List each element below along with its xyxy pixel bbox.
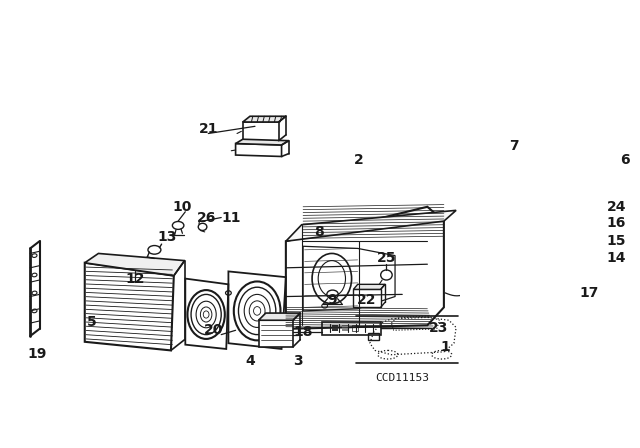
Text: 18: 18 [293,325,313,340]
Polygon shape [243,122,278,141]
Polygon shape [259,313,300,320]
Text: 22: 22 [356,293,376,307]
Text: 16: 16 [607,215,626,229]
Text: 7: 7 [509,139,518,153]
Text: 20: 20 [204,323,224,337]
Text: 10: 10 [172,200,191,214]
Text: 23: 23 [428,321,448,335]
Text: 11: 11 [221,211,241,224]
Bar [332,325,337,331]
Text: 2: 2 [355,153,364,167]
Text: 12: 12 [125,271,145,285]
Text: CCD11153: CCD11153 [375,373,429,383]
Polygon shape [84,254,184,276]
Text: 25: 25 [377,251,396,266]
Text: 9: 9 [328,293,337,307]
Text: 17: 17 [579,286,598,300]
Polygon shape [84,263,174,350]
Text: 8: 8 [314,225,324,239]
Text: 13: 13 [157,230,177,244]
Bar [342,325,348,331]
Text: 5: 5 [87,314,97,329]
Bar [369,333,378,340]
Polygon shape [353,284,385,289]
Text: 3: 3 [293,354,303,368]
Text: 15: 15 [607,234,626,248]
Text: 1: 1 [440,340,450,354]
Polygon shape [243,116,286,122]
Text: 14: 14 [607,251,626,266]
Text: 6: 6 [620,153,630,167]
Text: 19: 19 [28,347,47,361]
Polygon shape [236,139,289,145]
Polygon shape [286,211,456,241]
Polygon shape [236,143,282,156]
Bar [352,325,358,331]
Polygon shape [353,289,381,307]
Text: 4: 4 [245,354,255,368]
Polygon shape [259,320,293,347]
Text: 24: 24 [607,200,626,214]
Text: 26: 26 [197,211,216,224]
Text: 21: 21 [198,122,218,136]
